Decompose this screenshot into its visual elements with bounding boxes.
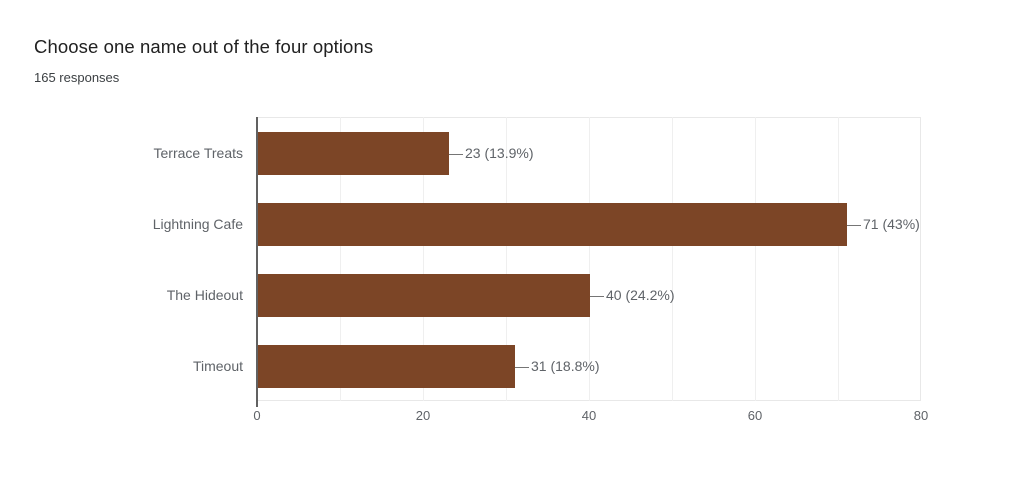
gridline <box>755 117 756 401</box>
value-label: 40 (24.2%) <box>606 287 675 303</box>
gridline <box>340 117 341 401</box>
x-tick-label: 40 <box>581 408 597 423</box>
category-label: Terrace Treats <box>153 145 243 161</box>
value-callout-line <box>515 367 529 368</box>
category-label: The Hideout <box>166 287 243 303</box>
x-tick-label: 0 <box>253 408 261 423</box>
x-tick-label: 60 <box>747 408 763 423</box>
value-label: 71 (43%) <box>863 216 920 232</box>
chart-title: Choose one name out of the four options <box>34 36 374 57</box>
gridline <box>423 117 424 401</box>
bar[interactable] <box>258 132 449 175</box>
value-callout-line <box>590 296 604 297</box>
bar[interactable] <box>258 345 515 388</box>
bar[interactable] <box>258 274 590 317</box>
bar[interactable] <box>258 203 847 246</box>
value-callout-line <box>449 154 463 155</box>
category-label: Lightning Cafe <box>152 216 243 232</box>
gridline <box>838 117 839 401</box>
response-count: 165 responses <box>34 70 120 85</box>
gridline <box>506 117 507 401</box>
category-label: Timeout <box>192 358 243 374</box>
gridline <box>672 117 673 401</box>
x-tick-label: 20 <box>415 408 431 423</box>
value-label: 31 (18.8%) <box>531 358 600 374</box>
x-tick-label: 80 <box>913 408 929 423</box>
value-label: 23 (13.9%) <box>465 145 534 161</box>
value-callout-line <box>847 225 861 226</box>
y-axis-line <box>256 117 258 407</box>
gridline <box>589 117 590 401</box>
